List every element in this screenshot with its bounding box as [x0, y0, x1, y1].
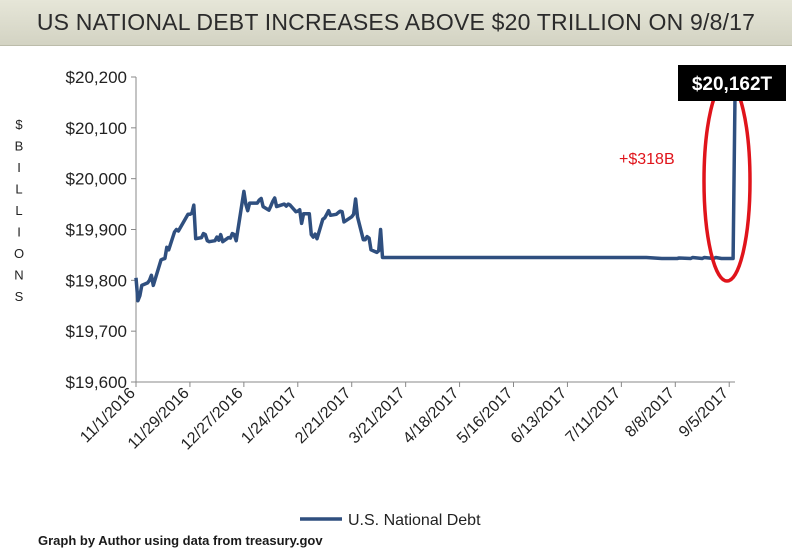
x-tick-label: 3/21/2017 [346, 385, 408, 447]
y-tick-label: $19,600 [66, 373, 127, 392]
y-tick-label: $19,700 [66, 322, 127, 341]
y-axis-label-letter: B [15, 139, 24, 154]
plot-area: $19,600 $19,700 $19,800 $19,900 $20,000 $20,1… [0, 45, 792, 559]
legend: U.S. National Debt [300, 512, 481, 529]
y-axis-label-letter: L [15, 203, 22, 218]
x-tick-label: 9/5/2017 [676, 385, 732, 441]
x-axis-ticks: 11/1/201611/29/201612/27/20161/24/20172/… [77, 382, 732, 453]
series-line-us-national-debt [134, 96, 737, 303]
y-axis-label-letter: S [15, 289, 24, 304]
x-tick-label: 2/21/2017 [292, 385, 354, 447]
y-axis-label-letter: N [14, 268, 23, 283]
y-tick-label: $20,000 [66, 170, 127, 189]
debt-line-chart: $19,600 $19,700 $19,800 $19,900 $20,000 $20,1… [14, 65, 786, 529]
x-tick-label: 7/11/2017 [563, 385, 625, 447]
y-axis-label-letter: O [14, 246, 24, 261]
y-axis-label-letter: L [15, 182, 22, 197]
y-axis-label-letter: I [17, 225, 21, 240]
highlight-ellipse [702, 79, 752, 283]
chart-title: US NATIONAL DEBT INCREASES ABOVE $20 TRI… [0, 0, 792, 46]
legend-label-us-national-debt: U.S. National Debt [348, 512, 481, 529]
footer-credit: Graph by Author using data from treasury… [38, 533, 323, 548]
y-tick-label: $20,200 [66, 68, 127, 87]
y-tick-label: $19,800 [66, 271, 127, 290]
callout-box [678, 65, 786, 101]
y-tick-label: $19,900 [66, 221, 127, 240]
x-tick-label: 1/24/2017 [238, 385, 300, 447]
y-axis-label-letter: I [17, 160, 21, 175]
callout-value: $20,162T [692, 74, 773, 95]
y-axis-ticks: $19,600 $19,700 $19,800 $19,900 $20,000 $20,1… [66, 68, 136, 392]
y-tick-label: $20,100 [66, 119, 127, 138]
x-tick-label: 4/18/2017 [400, 385, 462, 447]
x-tick-label: 5/16/2017 [454, 385, 516, 447]
annotation-increase: +$318B [619, 151, 675, 168]
annotation-callout: $20,162T [678, 65, 786, 101]
x-tick-label: 6/13/2017 [508, 385, 570, 447]
y-axis-label-letter: $ [15, 117, 23, 132]
x-tick-label: 8/8/2017 [622, 385, 678, 441]
